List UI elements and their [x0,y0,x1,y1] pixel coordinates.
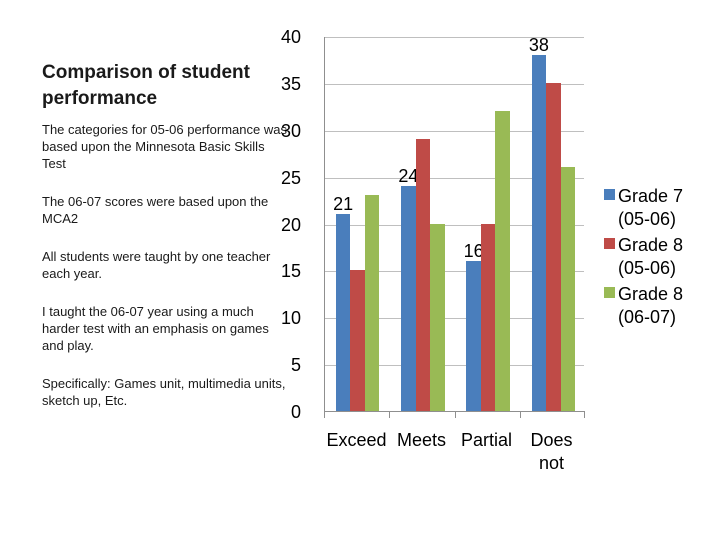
legend-item-grade-8-05-06: Grade 8 (05-06) [604,234,716,280]
gridline-15 [325,271,584,273]
y-tick-label-15: 15 [280,261,301,282]
bar-grade-8-05-06-meets [415,139,431,411]
legend-swatch-grade-7-05-06 [604,189,615,200]
y-axis-line [324,37,325,412]
bar-value-label-meets: 24 [398,166,419,186]
x-axis-line [324,411,585,412]
y-tick-label-30: 30 [280,120,301,141]
bar-grade-8-05-06-partial [480,223,496,411]
bar-grade-7-05-06-partial [466,261,481,411]
legend-label-grade-7-05-06: Grade 7 (05-06) [618,186,684,229]
y-tick-label-5: 5 [290,355,301,376]
x-axis-tick [389,412,391,418]
x-category-label-does-not: Does not [530,430,573,473]
legend-label-grade-8-06-07: Grade 8 (06-07) [618,284,684,327]
bar-value-label-partial: 16 [463,241,484,261]
bar-grade-8-06-07-exceed [364,195,380,411]
bar-grade-8-06-07-meets [430,223,445,411]
gridline-20 [325,224,584,226]
text-column: Comparison of student performance The ca… [42,60,290,430]
slide-title: Comparison of student performance [42,62,250,109]
bar-grade-8-05-06-exceed [350,270,365,411]
bar-value-label-exceed: 21 [333,194,354,215]
gridline-40 [325,37,584,38]
x-axis-tick [519,412,521,418]
legend-swatch-grade-8-05-06 [604,238,615,249]
gridline-30 [325,130,584,132]
bar-grade-8-05-06-does-not [546,82,561,411]
note-paragraph: I taught the 06-07 year using a much har… [42,304,269,353]
note-paragraph: Specifically: Games unit, multimedia uni… [42,376,286,408]
bar-grade-8-06-07-does-not [560,167,576,411]
y-tick-label-20: 20 [280,214,301,235]
gridline-5 [325,365,584,367]
bar-grade-7-05-06-does-not [531,54,547,411]
gridline-25 [325,177,584,179]
x-axis-tick [454,412,456,418]
x-category-label-exceed: Exceed [326,430,387,450]
bar-grade-7-05-06-meets [401,186,416,411]
legend-item-grade-8-06-07: Grade 8 (06-07) [604,283,716,329]
y-axis-labels: 0 5 10 15 20 25 30 35 40 [264,27,312,422]
x-axis-tick [324,412,325,418]
gridline-35 [325,83,584,85]
x-axis-labels: Exceed Meets Partial Does not [324,429,585,475]
bar-value-label-does-not: 38 [528,34,549,55]
y-tick-label-40: 40 [280,27,301,47]
x-category-label-meets: Meets [396,430,447,450]
x-category-label-partial: Partial [460,430,513,450]
x-axis-tick [584,412,585,418]
legend-swatch-grade-8-06-07 [604,287,615,298]
note-paragraph: The 06-07 scores were based upon the MCA… [42,194,269,226]
chart-legend: Grade 7 (05-06) Grade 8 (05-06) Grade 8 (0… [604,185,716,332]
y-tick-label-25: 25 [280,167,301,188]
plot-area: 21 24 16 38 [324,34,585,418]
bar-grade-8-06-07-partial [495,111,510,411]
note-paragraph: All students were taught by one teacher … [42,249,271,281]
legend-label-grade-8-05-06: Grade 8 (05-06) [618,235,684,278]
legend-item-grade-7-05-06: Grade 7 (05-06) [604,185,716,231]
note-paragraph: The categories for 05-06 performance was… [42,122,287,171]
y-tick-label-35: 35 [280,73,301,94]
y-tick-label-0: 0 [290,402,301,422]
bar-grade-7-05-06-exceed [335,214,351,411]
gridline-10 [325,318,584,320]
y-tick-label-10: 10 [280,308,301,329]
